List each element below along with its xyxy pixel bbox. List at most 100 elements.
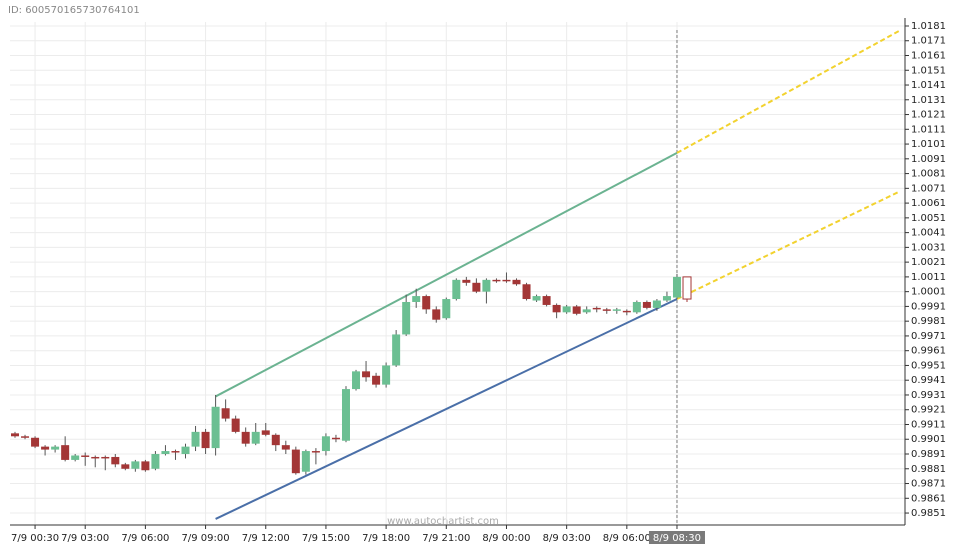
candle-body (251, 431, 260, 444)
candle-body (662, 296, 671, 301)
x-tick-label: 8/9 08:30 (653, 533, 701, 544)
candle-body (241, 431, 250, 444)
x-tick-label: 7/9 00:30 (11, 533, 59, 544)
y-tick-label: 0.9931 (911, 390, 946, 401)
y-tick-label: 0.9871 (911, 479, 946, 490)
y-tick-label: 1.0151 (911, 65, 946, 76)
x-tick-label: 7/9 15:00 (302, 533, 350, 544)
candle-body (432, 309, 441, 320)
candle-body (412, 296, 421, 302)
candle-body (502, 279, 511, 282)
candle-body (101, 456, 110, 459)
x-tick-label: 7/9 09:00 (182, 533, 230, 544)
candle-body (562, 306, 571, 313)
y-tick-label: 1.0041 (911, 228, 946, 239)
y-tick-label: 0.9981 (911, 316, 946, 327)
candle-body (382, 365, 391, 385)
x-tick-label: 8/9 00:00 (482, 533, 530, 544)
candle-body (291, 449, 300, 474)
candle-body (311, 451, 320, 453)
candle-body (462, 279, 471, 283)
y-tick-label: 1.0021 (911, 257, 946, 268)
candle-body (592, 307, 601, 310)
candle-body (91, 456, 100, 459)
channel-upper (215, 152, 678, 398)
y-tick-label: 0.9891 (911, 449, 946, 460)
candle-body (512, 279, 521, 285)
chart-id: ID: 600570165730764101 (8, 5, 140, 16)
y-tick-label: 0.9861 (911, 493, 946, 504)
y-tick-label: 0.9971 (911, 331, 946, 342)
candle-body (402, 301, 411, 335)
current-time-highlight (648, 531, 705, 544)
y-tick-label: 0.9881 (911, 464, 946, 475)
candle-body (201, 431, 210, 449)
candle-body (161, 451, 170, 455)
candle-body (71, 455, 80, 460)
y-tick-label: 1.0141 (911, 80, 946, 91)
candle-body (442, 299, 451, 319)
candle-body (652, 300, 661, 308)
y-tick-label: 1.0061 (911, 198, 946, 209)
candle-body (51, 446, 60, 450)
y-tick-label: 0.9901 (911, 434, 946, 445)
y-tick-label: 1.0091 (911, 154, 946, 165)
x-tick-label: 7/9 03:00 (61, 533, 109, 544)
candle-body (131, 461, 140, 469)
projection-lower (676, 190, 901, 300)
candle-body (271, 434, 280, 446)
x-tick-label: 8/9 06:00 (603, 533, 651, 544)
candle-body (582, 309, 591, 313)
candle-body (532, 296, 541, 301)
y-tick-label: 0.9961 (911, 346, 946, 357)
candle-body (81, 455, 90, 457)
candle-body (542, 296, 551, 305)
candle-body (281, 445, 290, 450)
candle-body (372, 375, 381, 385)
candle-body (422, 296, 431, 310)
channel-lower (215, 298, 678, 520)
candle-body (111, 456, 120, 465)
candle-body (221, 408, 230, 419)
y-tick-label: 0.9851 (911, 508, 946, 519)
y-tick-label: 1.0081 (911, 169, 946, 180)
candle-body (151, 454, 160, 469)
x-tick-label: 7/9 06:00 (121, 533, 169, 544)
x-tick-label: 7/9 21:00 (422, 533, 470, 544)
candle-body (632, 301, 641, 313)
candle-body (612, 309, 621, 311)
candle-body (41, 446, 50, 450)
candle-body (21, 436, 30, 438)
candle-body (341, 389, 350, 441)
candle-body (321, 436, 330, 452)
x-tick-label: 7/9 12:00 (242, 533, 290, 544)
candle-body (642, 301, 651, 308)
projection-upper (676, 29, 901, 154)
candle-body (171, 451, 180, 453)
candle-body (572, 306, 581, 314)
y-tick-label: 1.0111 (911, 124, 946, 135)
candle-body (362, 371, 371, 378)
y-tick-label: 1.0051 (911, 213, 946, 224)
candle-body (352, 371, 361, 390)
y-tick-label: 1.0031 (911, 242, 946, 253)
candle-body (141, 461, 150, 471)
y-tick-label: 1.0181 (911, 21, 946, 32)
candle-body (191, 431, 200, 447)
candle-body (492, 279, 501, 282)
candle-body (31, 437, 40, 447)
x-tick-label: 8/9 03:00 (543, 533, 591, 544)
y-tick-label: 1.0001 (911, 287, 946, 298)
y-tick-label: 1.0121 (911, 110, 946, 121)
candle-body (472, 282, 481, 292)
y-tick-label: 1.0101 (911, 139, 946, 150)
candle-body (261, 430, 270, 435)
candle-body (121, 464, 130, 469)
candle-body (452, 279, 461, 300)
y-tick-label: 0.9921 (911, 405, 946, 416)
candle-body (672, 276, 681, 298)
candle-body (682, 276, 692, 300)
candle-body (482, 279, 491, 292)
candle-body (622, 310, 631, 313)
